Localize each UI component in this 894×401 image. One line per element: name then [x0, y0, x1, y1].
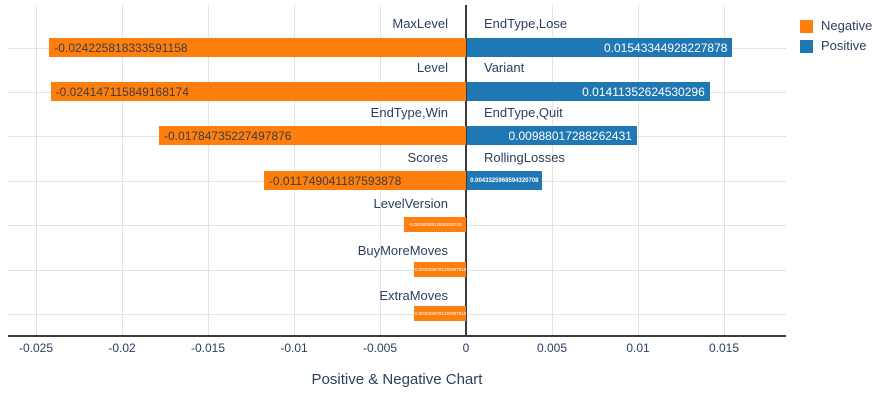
chart-title: Positive & Negative Chart [311, 371, 483, 388]
bar-value-label: -0.024147115849168174 [55, 84, 189, 99]
vertical-gridline [551, 5, 553, 336]
positive-swatch-icon [800, 39, 813, 53]
positive-bar[interactable]: 0.00988017288262431 [467, 126, 637, 145]
x-tick-label: -0.025 [18, 341, 54, 355]
x-tick-label: 0 [462, 341, 470, 355]
zero-line [465, 5, 467, 336]
bar-value-label: 0.01543344928227878 [603, 40, 728, 55]
x-tick-label: 0.005 [536, 341, 568, 355]
vertical-gridline [723, 5, 725, 336]
category-label-positive: Variant [484, 60, 525, 75]
vertical-gridline [637, 5, 639, 336]
negative-bar[interactable]: -0.01784735227497876 [159, 126, 466, 145]
legend: Negative Positive [800, 16, 872, 56]
bar-value-label: -0.0035830812938208743 [408, 222, 462, 227]
negative-bar[interactable]: -0.024147115849168174 [50, 82, 466, 101]
x-tick-label: 0.015 [708, 341, 740, 355]
negative-bar[interactable]: -0.0030458781293997515 [413, 306, 467, 321]
bar-value-label: 0.0043325968594320708 [470, 177, 539, 184]
category-label-positive: RollingLosses [484, 150, 565, 165]
category-label-positive: EndType,Quit [484, 105, 563, 120]
category-label-negative: ExtraMoves [379, 288, 448, 303]
bar-value-label: 0.00988017288262431 [508, 128, 632, 143]
x-tick-label: -0.005 [362, 341, 398, 355]
negative-bar[interactable]: -0.024225818333591158 [49, 38, 466, 57]
negative-bar[interactable]: -0.0030458781293997515 [413, 262, 467, 277]
bar-value-label: -0.024225818333591158 [54, 40, 188, 55]
bar-value-label: -0.011749041187593878 [268, 173, 402, 188]
vertical-gridline [293, 5, 295, 336]
bar-value-label: -0.01784735227497876 [164, 128, 292, 143]
vertical-gridline [121, 5, 123, 336]
category-label-positive: EndType,Lose [484, 16, 568, 31]
positive-bar[interactable]: 0.01411352624530296 [467, 82, 710, 101]
horizontal-gridline [8, 269, 786, 271]
legend-item-negative[interactable]: Negative [800, 16, 872, 36]
vertical-gridline [379, 5, 381, 336]
category-label-negative: Level [416, 60, 448, 75]
x-axis-line [8, 335, 786, 337]
category-label-negative: MaxLevel [392, 16, 448, 31]
x-tick-label: 0.01 [626, 341, 650, 355]
x-tick-label: -0.01 [280, 341, 308, 355]
horizontal-gridline [8, 313, 786, 315]
category-label-negative: Scores [407, 150, 448, 165]
negative-swatch-icon [800, 19, 813, 33]
bar-value-label: -0.0030458781293997515 [413, 267, 467, 272]
x-tick-label: -0.02 [108, 341, 136, 355]
horizontal-gridline [8, 224, 786, 226]
vertical-gridline [207, 5, 209, 336]
bar-value-label: -0.0030458781293997515 [413, 311, 467, 316]
legend-label: Positive [821, 38, 867, 53]
x-tick-label: -0.015 [190, 341, 226, 355]
positive-bar[interactable]: 0.01543344928227878 [467, 38, 733, 57]
negative-bar[interactable]: -0.011749041187593878 [263, 171, 466, 190]
category-label-negative: BuyMoreMoves [357, 243, 448, 258]
category-label-negative: EndType,Win [370, 105, 448, 120]
negative-bar[interactable]: -0.0035830812938208743 [404, 217, 466, 232]
vertical-gridline [35, 5, 37, 336]
positive-bar[interactable]: 0.0043325968594320708 [467, 171, 542, 190]
legend-label: Negative [821, 18, 873, 33]
legend-item-positive[interactable]: Positive [800, 36, 872, 56]
bar-value-label: 0.01411352624530296 [582, 84, 705, 99]
category-label-negative: LevelVersion [373, 196, 448, 211]
